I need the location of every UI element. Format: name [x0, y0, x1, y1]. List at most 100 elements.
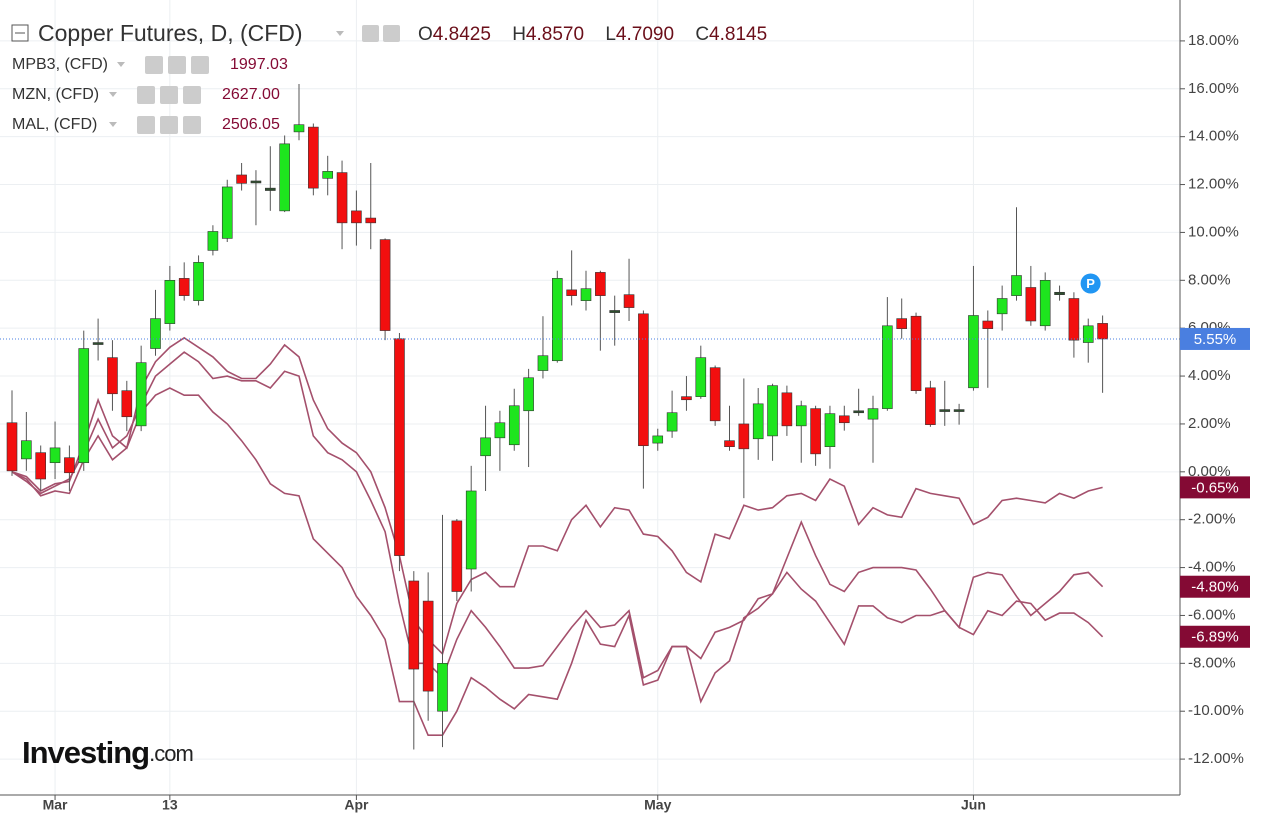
candle-body [939, 409, 951, 412]
collapse-icon[interactable] [11, 24, 29, 42]
candle-body [580, 288, 592, 301]
last-value-badge [1180, 575, 1250, 598]
eye-icon[interactable] [137, 116, 155, 134]
candle-body [107, 357, 118, 395]
candle-body [824, 413, 836, 447]
series-name: MPB3, (CFD) [12, 56, 108, 73]
last-value-badge [1180, 625, 1250, 648]
candle-body [1054, 291, 1065, 295]
x-tick-label: 13 [162, 797, 178, 813]
ohlc-label: O [418, 24, 433, 45]
series-legend: MPB3, (CFD) 1997.03 MZN, (CFD) 2627.00 MAL, … [12, 56, 288, 134]
candle-body [494, 422, 506, 439]
eye-icon[interactable] [362, 25, 379, 42]
candle-body [293, 124, 305, 133]
candle-body [379, 239, 391, 331]
candle-body [867, 408, 879, 420]
gear-icon[interactable] [168, 56, 186, 74]
ohlc: O4.8425 H4.8570 L4.7090 C4.8145 [418, 24, 767, 45]
candle-body [365, 217, 377, 224]
last-value-label: -0.65% [1191, 479, 1239, 496]
close-icon[interactable] [191, 56, 209, 74]
candle-body [92, 342, 104, 345]
series-quote: 1997.03 [230, 56, 288, 73]
ohlc-label: L [605, 24, 616, 45]
candle-body [78, 348, 90, 464]
dropdown[interactable] [109, 92, 117, 97]
candle-body [250, 180, 262, 184]
candle-body [853, 410, 864, 414]
y-tick-label: -6.00% [1188, 606, 1236, 623]
candle-body [1011, 275, 1022, 296]
y-tick-label: 12.00% [1188, 176, 1239, 193]
series-line [11, 336, 1103, 656]
eye-icon[interactable] [137, 86, 155, 104]
gear-icon[interactable] [383, 25, 400, 42]
gear-icon[interactable] [160, 86, 178, 104]
candle-body [1097, 323, 1108, 340]
grid [0, 0, 1180, 795]
candle-body [64, 457, 75, 474]
candle-body [738, 423, 750, 450]
y-tick-label: 16.00% [1188, 80, 1239, 97]
candle-body [508, 405, 520, 446]
candle-body [264, 187, 276, 191]
candle-body [767, 385, 778, 437]
candle-body [996, 298, 1008, 315]
candle-body [968, 315, 979, 389]
series-line [11, 351, 1104, 680]
y-tick-label: -10.00% [1188, 702, 1244, 719]
candle-body [982, 320, 994, 329]
candle-body [207, 231, 219, 251]
chart-title: Copper Futures, D, (CFD) [38, 20, 303, 46]
candle-body [351, 210, 362, 224]
series-name: MAL, (CFD) [12, 116, 97, 133]
candle-body [408, 580, 420, 670]
candle-body [523, 377, 534, 412]
marker-label: P [1086, 276, 1095, 291]
dropdown[interactable] [336, 31, 344, 36]
candle-body [308, 126, 319, 189]
dropdown[interactable] [117, 62, 125, 67]
candle-body [666, 412, 678, 432]
ohlc-value: 4.8145 [709, 24, 767, 45]
candle-body [795, 405, 807, 427]
candle-body [681, 396, 692, 401]
gear-icon[interactable] [160, 116, 178, 134]
close-icon[interactable] [183, 116, 201, 134]
series-name: MZN, (CFD) [12, 86, 99, 103]
candle-body [638, 313, 649, 447]
candle-body [882, 325, 893, 409]
close-icon[interactable] [183, 86, 201, 104]
last-value-label: -4.80% [1191, 579, 1239, 596]
candle-body [465, 490, 477, 570]
x-tick-label: Apr [344, 797, 369, 813]
candle-body [925, 387, 936, 425]
y-tick-label: 14.00% [1188, 128, 1239, 145]
eye-icon[interactable] [145, 56, 163, 74]
candle-body [150, 318, 161, 349]
marker-badge[interactable] [1080, 273, 1101, 294]
candle-body [838, 415, 850, 424]
series-line [11, 387, 1104, 736]
dropdown[interactable] [109, 122, 117, 127]
candle-body [6, 422, 18, 472]
last-value-label: -6.89% [1191, 629, 1239, 646]
x-tick-label: Jun [961, 797, 986, 813]
candle-body [437, 663, 448, 712]
candle-body [781, 392, 793, 427]
series-quote: 2506.05 [222, 116, 280, 133]
candle-body [279, 143, 290, 212]
candle-body [322, 171, 334, 179]
ohlc-label: C [695, 24, 709, 45]
candle-body [595, 272, 606, 296]
candle-body [695, 357, 707, 397]
candle-body [609, 310, 621, 313]
candle-body [652, 435, 664, 444]
y-tick-label: -4.00% [1188, 559, 1236, 576]
candle-body [1025, 287, 1037, 322]
candle-body [1039, 280, 1051, 327]
ohlc-value: 4.8425 [433, 24, 491, 45]
